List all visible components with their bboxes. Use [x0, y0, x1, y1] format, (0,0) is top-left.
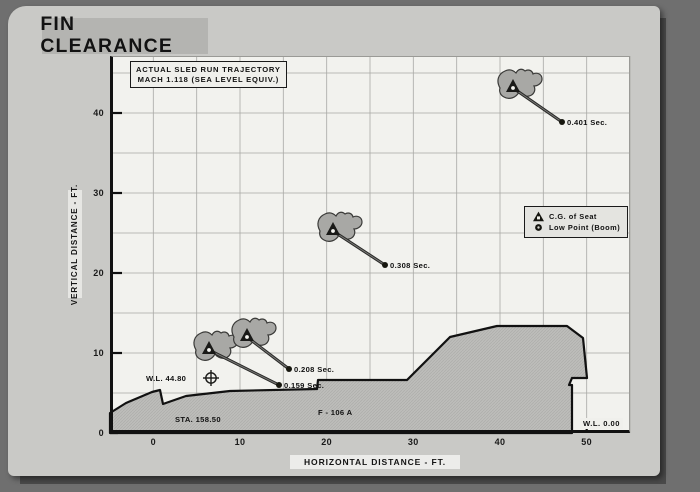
y-tick-10: 10 [93, 348, 104, 358]
x-tick-10: 10 [234, 437, 246, 447]
dot-marker-icon [530, 222, 546, 233]
legend-item-cg-of-seat: C.G. of Seat [530, 211, 620, 222]
trajectory-note-line1: ACTUAL SLED RUN TRAJECTORY [136, 65, 281, 74]
legend-label-low-point: Low Point (Boom) [549, 223, 621, 232]
x-tick-30: 30 [407, 437, 419, 447]
y-axis-title-text: VERTICAL DISTANCE - FT. [70, 183, 80, 305]
waterline-seat-label: W.L. 44.80 [146, 374, 187, 383]
aircraft-designation-label: F - 106 A [318, 408, 353, 417]
x-axis-title: HORIZONTAL DISTANCE - FT. [290, 455, 460, 469]
plot-area-background [110, 56, 630, 433]
y-tick-20: 20 [93, 268, 104, 278]
y-tick-0: 0 [98, 428, 104, 438]
y-tick-30: 30 [93, 188, 104, 198]
x-tick-20: 20 [321, 437, 333, 447]
y-tick-40: 40 [93, 108, 104, 118]
x-tick-50: 50 [581, 437, 593, 447]
title-banner: FIN CLEARANCE [40, 14, 208, 57]
trajectory-note-box: ACTUAL SLED RUN TRAJECTORY MACH 1.118 (S… [130, 61, 287, 88]
time-label-0401: 0.401 Sec. [567, 118, 608, 127]
waterline-zero-label: W.L. 0.00 [580, 418, 623, 429]
station-label: STA. 158.50 [175, 415, 221, 424]
legend-label-cg-of-seat: C.G. of Seat [549, 212, 597, 221]
x-tick-0: 0 [150, 437, 156, 447]
time-label-0308: 0.308 Sec. [390, 261, 431, 270]
triangle-marker-icon [530, 211, 546, 222]
time-label-0159: 0.159 Sec. [284, 381, 325, 390]
trajectory-note-line2: MACH 1.118 (SEA LEVEL EQUIV.) [137, 74, 279, 84]
time-label-0208: 0.208 Sec. [294, 365, 335, 374]
legend-item-low-point: Low Point (Boom) [530, 222, 620, 233]
y-axis-title: VERTICAL DISTANCE - FT. [68, 183, 82, 305]
x-tick-40: 40 [494, 437, 506, 447]
chart-legend: C.G. of Seat Low Point (Boom) [524, 206, 629, 238]
page-title: FIN CLEARANCE [40, 14, 174, 57]
